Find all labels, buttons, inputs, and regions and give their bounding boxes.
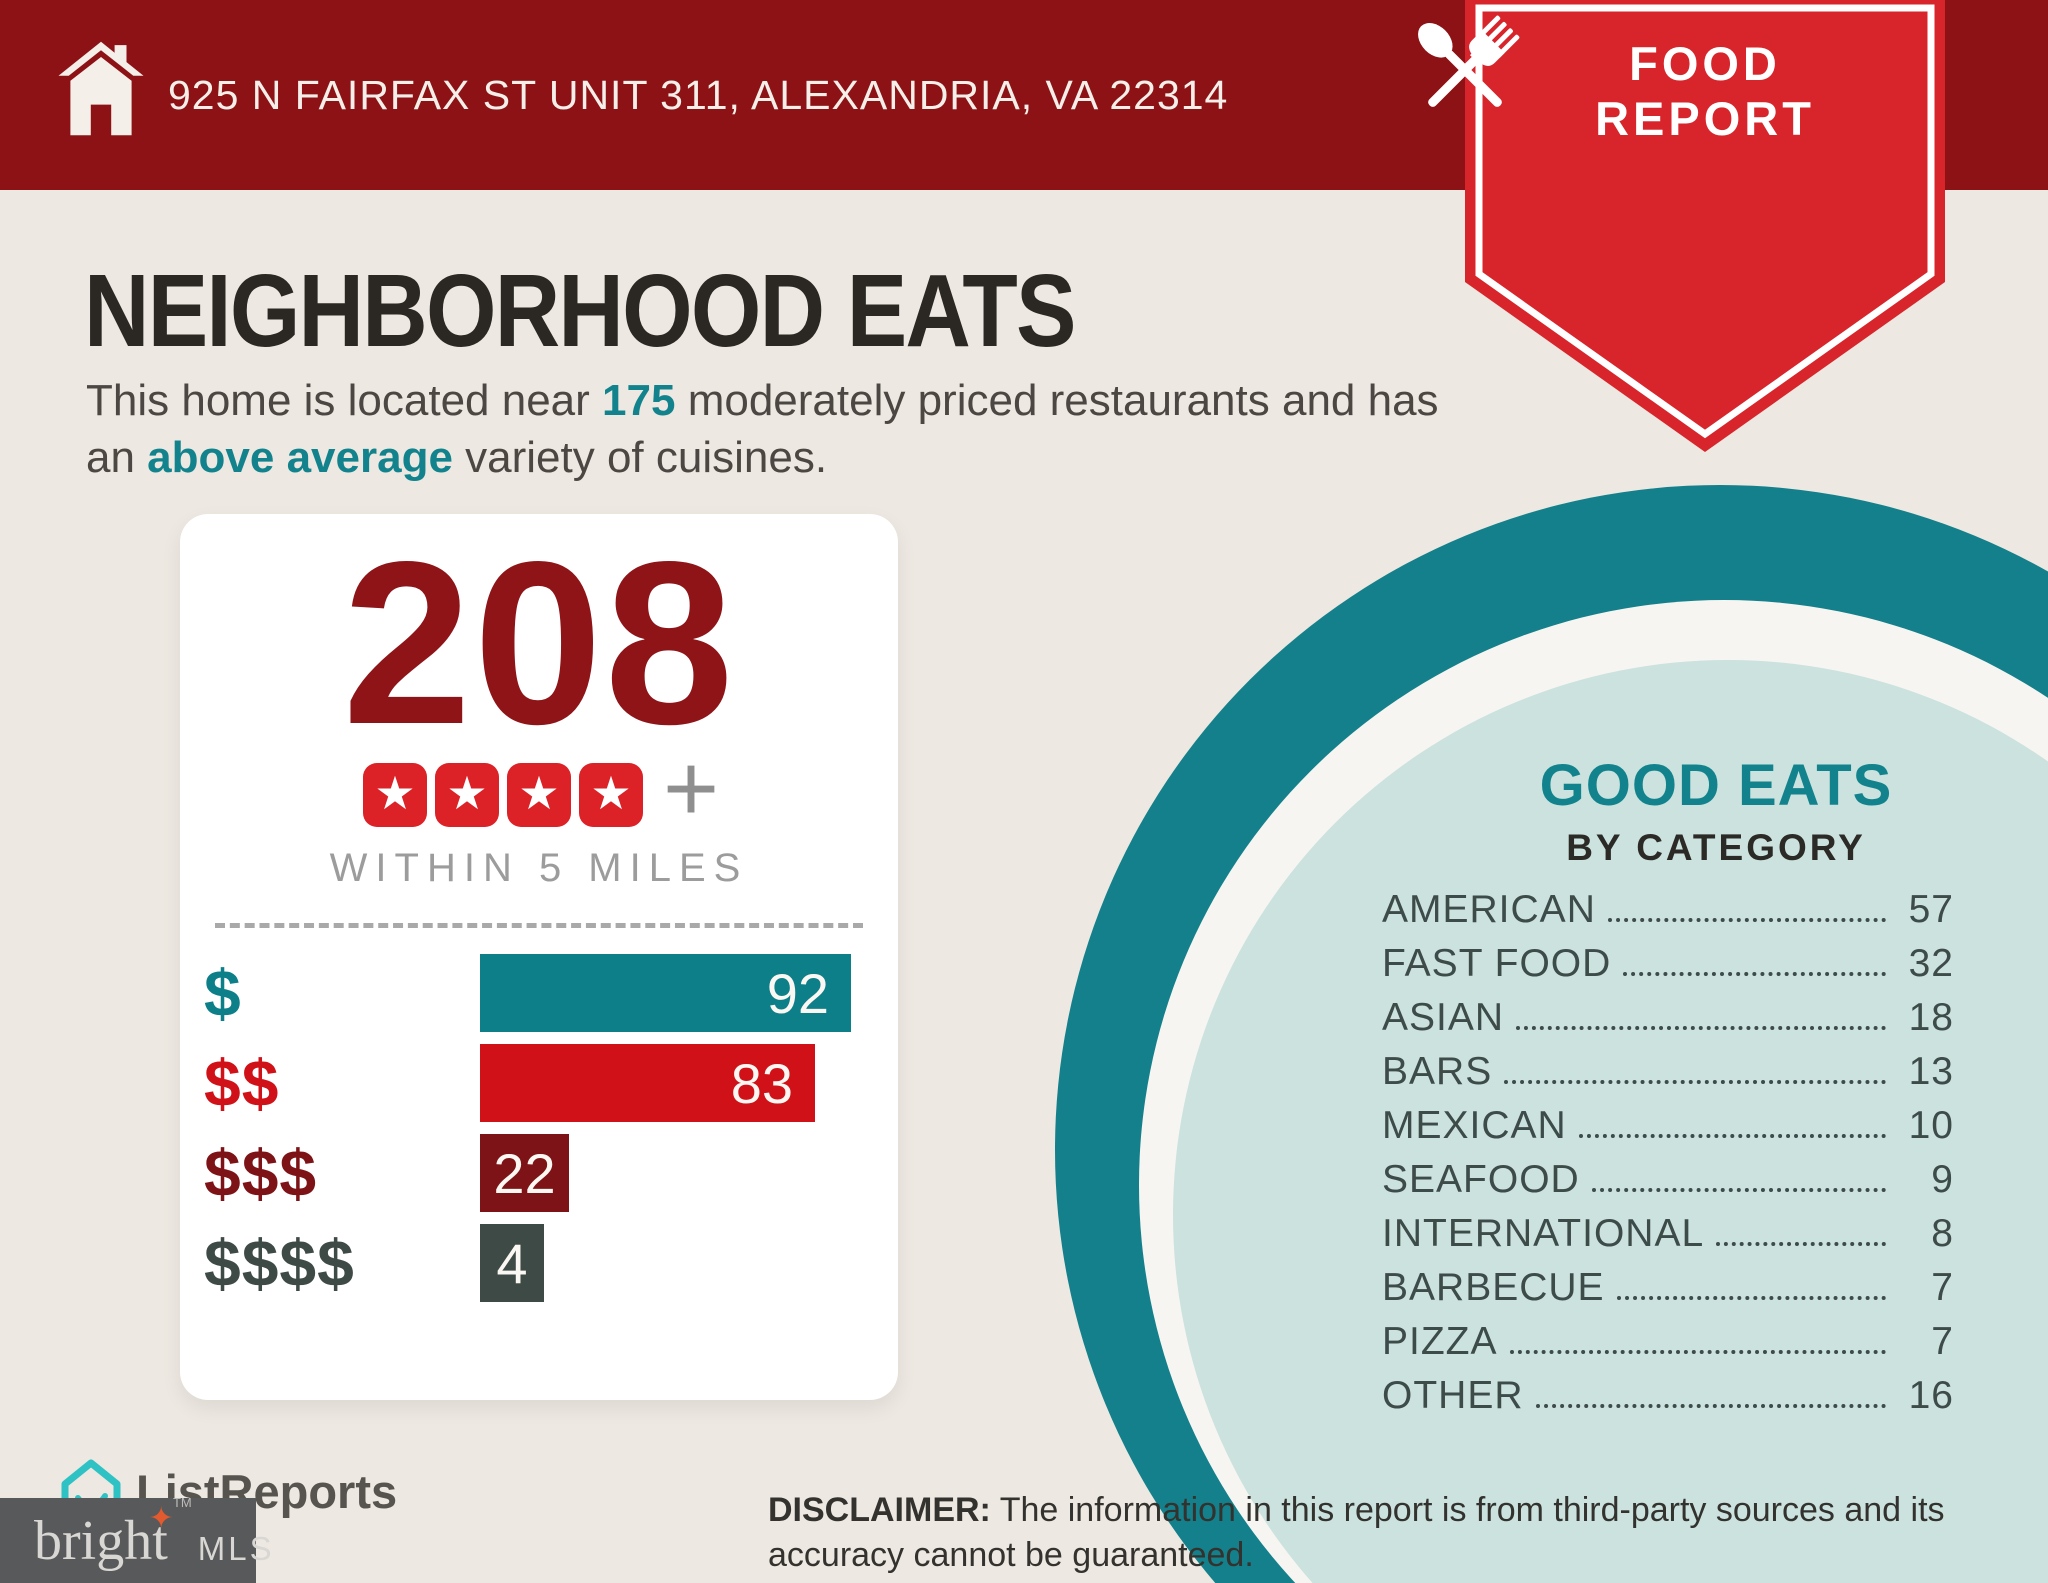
home-icon [58, 41, 144, 136]
total-restaurant-count: 208 [342, 514, 736, 773]
dotted-leader [1716, 1242, 1886, 1246]
subtitle-text-3: variety of cuisines. [452, 433, 828, 483]
dotted-leader [1616, 1296, 1886, 1300]
star-icon: ★ [506, 763, 571, 827]
price-bar-value: 22 [493, 1141, 556, 1205]
bright-star-icon: ✦ [148, 1501, 174, 1535]
restaurant-count-highlight: 175 [602, 376, 676, 425]
category-label: ASIAN [1382, 996, 1505, 1039]
price-bar-value: 92 [766, 961, 829, 1025]
category-row: FAST FOOD 32 [1382, 942, 1954, 996]
subtitle-text-2: moderately priced restaurants and has an [86, 376, 1439, 483]
radius-caption: WITHIN 5 MILES [329, 846, 749, 890]
page-title: NEIGHBORHOOD EATS [84, 253, 1076, 368]
bright-text: bright [34, 1509, 168, 1572]
price-level-label: $$$ [204, 1136, 318, 1210]
star-icon: ★ [434, 763, 499, 827]
mls-text: MLS [197, 1529, 275, 1567]
page-subtitle: This home is located near 175 moderately… [86, 372, 1466, 486]
category-row: OTHER 16 [1382, 1374, 1954, 1428]
category-count: 18 [1908, 996, 1954, 1039]
bright-mls-logo: bright ✦ TM MLS [0, 1495, 272, 1583]
dotted-leader [1516, 1026, 1886, 1030]
good-eats-subtitle: BY CATEGORY [1566, 827, 1866, 868]
dotted-leader [1623, 972, 1886, 976]
category-row: AMERICAN 57 [1382, 888, 1954, 942]
badge-line-food: FOOD [1629, 37, 1781, 90]
category-row: PIZZA 7 [1382, 1320, 1954, 1374]
category-label: FAST FOOD [1382, 942, 1612, 985]
category-row: BARS 13 [1382, 1050, 1954, 1104]
variety-highlight: above average [147, 433, 453, 483]
badge-line-report: REPORT [1595, 92, 1815, 146]
spoon-fork-icon [1418, 15, 1520, 107]
price-bar: 83 [480, 1044, 815, 1122]
dotted-leader [1607, 918, 1886, 922]
dotted-leader [1509, 1350, 1886, 1354]
price-bar-row: $92 [204, 954, 898, 1032]
food-report-badge: FOOD REPORT [1418, 0, 1945, 452]
category-label: BARBECUE [1382, 1266, 1605, 1309]
category-label: AMERICAN [1382, 888, 1596, 931]
category-label: OTHER [1382, 1374, 1524, 1417]
price-bar-row: $$$ 22 [204, 1134, 898, 1212]
good-eats-title: GOOD EATS [1539, 753, 1893, 818]
price-level-label: $ [204, 956, 242, 1030]
good-eats-header: GOOD EATS BY CATEGORY [1376, 752, 2048, 869]
category-label: SEAFOOD [1382, 1158, 1580, 1201]
category-count-list: AMERICAN 57 FAST FOOD 32 ASIAN 18 BARS 13 MEXICA… [1382, 888, 1954, 1428]
category-count: 32 [1908, 942, 1954, 985]
star-icon: ★ [578, 763, 643, 827]
category-count: 8 [1931, 1212, 1954, 1255]
badge-title: FOOD REPORT [1465, 36, 1945, 147]
dotted-leader [1535, 1404, 1886, 1408]
category-count: 13 [1908, 1050, 1954, 1093]
category-label: MEXICAN [1382, 1104, 1567, 1147]
property-address: 925 N FAIRFAX ST UNIT 311, ALEXANDRIA, V… [168, 71, 1229, 118]
price-bar: 4 [480, 1224, 544, 1302]
plus-sign: + [662, 735, 720, 843]
category-row: MEXICAN 10 [1382, 1104, 1954, 1158]
restaurant-stats-card: 208 ★ ★ ★ ★ + WITHIN 5 MILES $92 $$ 83 $$$ 22 $$$… [180, 514, 898, 1400]
category-label: BARS [1382, 1050, 1493, 1093]
category-count: 16 [1908, 1374, 1954, 1417]
disclaimer-text: DISCLAIMER: The information in this repo… [768, 1488, 2048, 1578]
category-row: SEAFOOD 9 [1382, 1158, 1954, 1212]
price-bar-row: $$$$ 4 [204, 1224, 898, 1302]
divider [215, 923, 863, 928]
price-bar: 22 [480, 1134, 569, 1212]
disclaimer-label: DISCLAIMER: [768, 1491, 991, 1529]
category-count: 7 [1931, 1320, 1954, 1363]
price-bar-value: 83 [730, 1051, 793, 1115]
dotted-leader [1504, 1080, 1886, 1084]
price-bar-row: $$ 83 [204, 1044, 898, 1122]
category-count: 10 [1908, 1104, 1954, 1147]
bright-wordmark: bright ✦ TM [34, 1495, 192, 1573]
price-level-label: $$$$ [204, 1226, 355, 1300]
category-row: INTERNATIONAL 8 [1382, 1212, 1954, 1266]
category-label: INTERNATIONAL [1382, 1212, 1705, 1255]
category-count: 57 [1908, 888, 1954, 931]
dotted-leader [1578, 1134, 1886, 1138]
dotted-leader [1591, 1188, 1886, 1192]
price-level-bar-chart: $92 $$ 83 $$$ 22 $$$$ 4 [180, 954, 898, 1314]
price-level-label: $$ [204, 1046, 280, 1120]
disclaimer-body: The information in this report is from t… [768, 1491, 1945, 1574]
category-label: PIZZA [1382, 1320, 1498, 1363]
star-rating: ★ ★ ★ ★ + [359, 735, 720, 843]
category-count: 9 [1931, 1158, 1954, 1201]
price-bar: 92 [480, 954, 851, 1032]
category-row: ASIAN 18 [1382, 996, 1954, 1050]
star-icon: ★ [362, 763, 427, 827]
ribbon-shape [1465, 0, 1945, 452]
category-count: 7 [1931, 1266, 1954, 1309]
price-bar-value: 4 [496, 1231, 528, 1295]
category-row: BARBECUE 7 [1382, 1266, 1954, 1320]
subtitle-text-1: This home is located near [86, 376, 603, 425]
trademark-symbol: TM [172, 1494, 192, 1510]
